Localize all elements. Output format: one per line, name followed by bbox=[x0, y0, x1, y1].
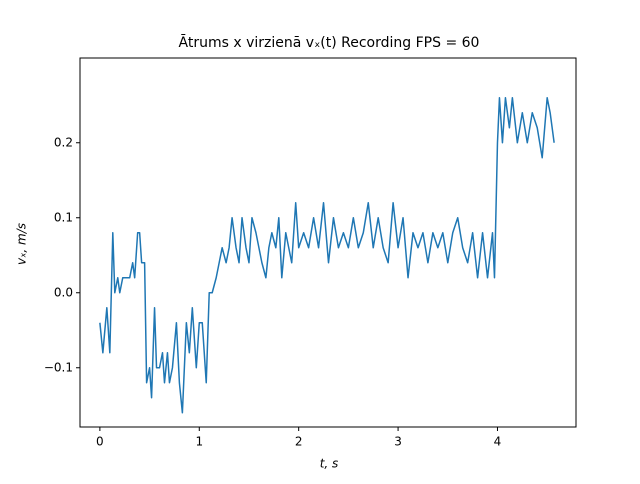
x-tick-label: 1 bbox=[195, 435, 203, 449]
x-tick-label: 4 bbox=[494, 435, 502, 449]
y-axis-label: vₓ, m/s bbox=[15, 223, 29, 265]
x-tick-label: 3 bbox=[394, 435, 402, 449]
y-tick-label: 0.1 bbox=[54, 210, 73, 224]
chart-title: Ātrums x virzienā vₓ(t) Recording FPS = … bbox=[179, 34, 480, 51]
data-line bbox=[99, 97, 555, 414]
y-tick-label: −0.1 bbox=[44, 360, 73, 374]
x-axis-label: t, s bbox=[320, 457, 339, 471]
y-tick-label: 0.0 bbox=[54, 285, 73, 299]
x-tick-label: 2 bbox=[295, 435, 303, 449]
y-tick-label: 0.2 bbox=[54, 135, 73, 149]
x-tick-label: 0 bbox=[96, 435, 104, 449]
plot-frame bbox=[79, 57, 577, 428]
